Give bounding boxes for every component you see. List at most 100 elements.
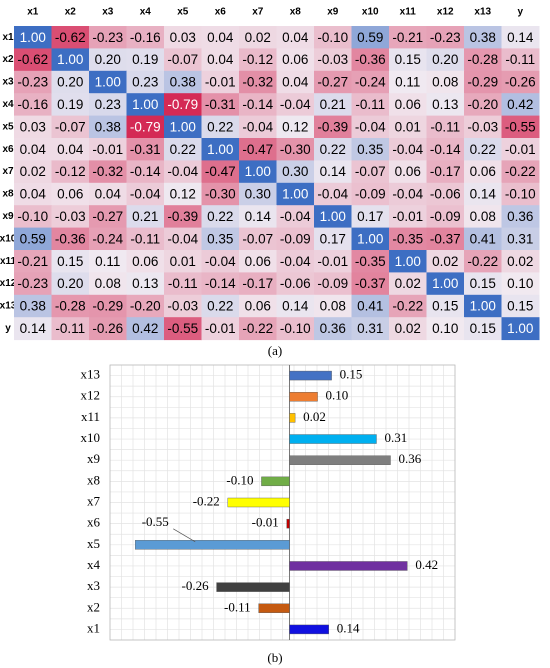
cell bbox=[314, 205, 352, 229]
cell bbox=[239, 317, 277, 341]
column-label: x13 bbox=[474, 7, 491, 18]
cell bbox=[164, 70, 202, 94]
cell-label: -0.23 bbox=[17, 276, 48, 291]
value-label: -0.10 bbox=[226, 472, 253, 487]
cell bbox=[239, 160, 277, 184]
cell-label: 0.15 bbox=[57, 254, 83, 269]
cell bbox=[14, 70, 52, 94]
cell bbox=[276, 26, 315, 49]
plot-frame bbox=[109, 364, 456, 641]
cell-label: -0.04 bbox=[392, 142, 423, 157]
cell bbox=[164, 227, 202, 251]
bar bbox=[289, 455, 391, 465]
cell bbox=[426, 227, 465, 251]
cell bbox=[276, 138, 315, 161]
category-label: x6 bbox=[87, 515, 101, 530]
cell-label: -0.27 bbox=[317, 75, 348, 90]
cell-label: 0.38 bbox=[20, 299, 46, 314]
row-label: x2 bbox=[2, 54, 14, 65]
cell bbox=[314, 70, 352, 94]
cell-label: 0.02 bbox=[507, 254, 533, 269]
cell bbox=[276, 317, 315, 341]
cell bbox=[89, 250, 127, 273]
cell-label: 0.23 bbox=[95, 97, 121, 112]
cell bbox=[389, 294, 427, 318]
cell bbox=[51, 250, 90, 273]
cell bbox=[389, 182, 427, 206]
value-label: -0.01 bbox=[252, 515, 279, 530]
category-label: x7 bbox=[87, 493, 101, 508]
cell bbox=[89, 48, 127, 72]
cell bbox=[201, 26, 240, 49]
cell bbox=[351, 26, 390, 49]
category-label: x3 bbox=[87, 578, 100, 593]
cell-label: -0.07 bbox=[55, 119, 86, 134]
cell bbox=[464, 160, 502, 184]
cell-label: -0.24 bbox=[355, 75, 386, 90]
cell-label: 0.15 bbox=[470, 276, 496, 291]
cell-label: 0.38 bbox=[170, 75, 196, 90]
cell-label: -0.39 bbox=[167, 209, 198, 224]
cell bbox=[14, 93, 52, 117]
cell-label: -0.10 bbox=[280, 321, 311, 336]
cell-label: -0.20 bbox=[130, 299, 161, 314]
cell-label: 0.06 bbox=[470, 164, 496, 179]
cell-label: -0.32 bbox=[92, 164, 123, 179]
cell bbox=[89, 272, 127, 296]
cell-label: -0.55 bbox=[167, 321, 198, 336]
cell-label: -0.23 bbox=[430, 30, 461, 45]
cell bbox=[351, 93, 390, 117]
cell bbox=[276, 227, 315, 251]
cell-label: -0.12 bbox=[242, 52, 273, 67]
cell-label: 0.14 bbox=[282, 299, 309, 314]
cell-label: 0.06 bbox=[395, 164, 421, 179]
cell bbox=[14, 205, 52, 229]
cell bbox=[51, 70, 90, 94]
cell bbox=[464, 182, 502, 206]
cell bbox=[126, 294, 165, 318]
cell-label: 1.00 bbox=[320, 209, 346, 224]
cell bbox=[314, 182, 352, 206]
value-label: 0.31 bbox=[384, 430, 407, 445]
cell bbox=[51, 115, 90, 139]
cell-label: -0.22 bbox=[467, 254, 498, 269]
cell-label: -0.21 bbox=[392, 30, 423, 45]
column-label: x9 bbox=[327, 7, 339, 18]
row-label: x8 bbox=[2, 189, 14, 200]
cell-label: -0.09 bbox=[280, 231, 311, 246]
cell bbox=[351, 250, 390, 273]
cell-label: 0.04 bbox=[282, 75, 309, 90]
cell bbox=[126, 227, 165, 251]
cell bbox=[126, 317, 165, 341]
cell bbox=[164, 294, 202, 318]
cell bbox=[351, 294, 390, 318]
bar bbox=[261, 476, 290, 487]
value-label: 0.02 bbox=[303, 409, 326, 424]
cell-label: -0.32 bbox=[242, 75, 273, 90]
cell bbox=[164, 115, 202, 139]
cell-label: 0.22 bbox=[320, 142, 346, 157]
cell bbox=[501, 70, 540, 94]
cell bbox=[389, 93, 427, 117]
bar bbox=[289, 624, 329, 635]
cell bbox=[501, 48, 540, 72]
cell bbox=[89, 227, 127, 251]
cell-label: -0.22 bbox=[392, 299, 423, 314]
cell-label: -0.62 bbox=[55, 30, 86, 45]
cell bbox=[201, 227, 240, 251]
column-label: y bbox=[517, 7, 523, 18]
cell bbox=[426, 205, 465, 229]
cell bbox=[164, 48, 202, 72]
cell bbox=[126, 205, 165, 229]
cell bbox=[389, 70, 427, 94]
cell-label: 0.15 bbox=[432, 299, 458, 314]
cell bbox=[14, 272, 52, 296]
row-label: x10 bbox=[0, 233, 17, 244]
cell-label: 0.06 bbox=[245, 254, 271, 269]
row-label: x11 bbox=[0, 256, 17, 267]
cell-label: 1.00 bbox=[432, 276, 458, 291]
category-label: x1 bbox=[87, 620, 100, 635]
cell bbox=[426, 93, 465, 117]
column-label: x8 bbox=[290, 7, 302, 18]
cell-label: -0.06 bbox=[280, 276, 311, 291]
